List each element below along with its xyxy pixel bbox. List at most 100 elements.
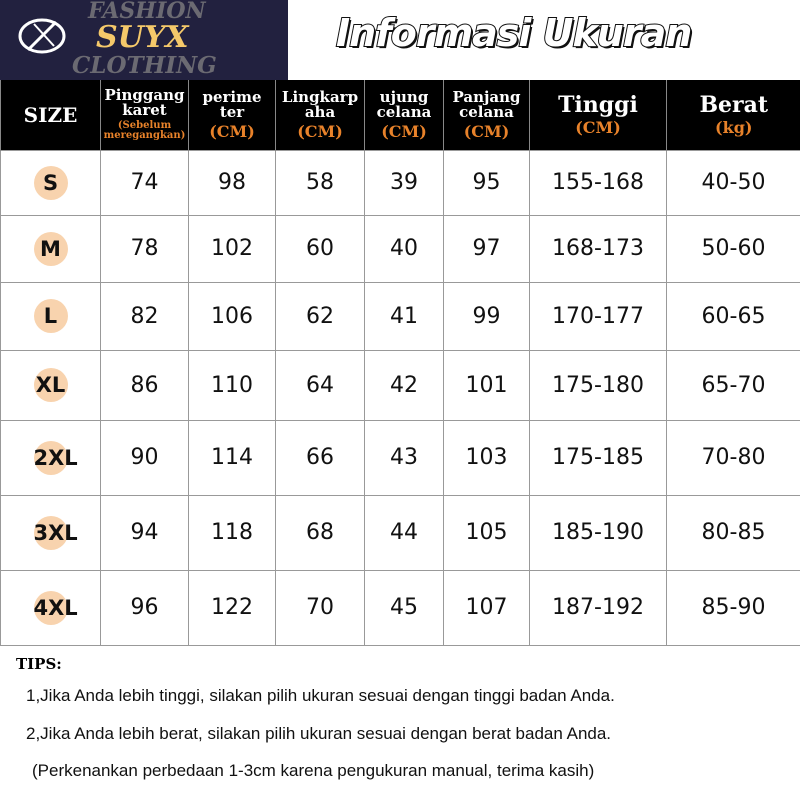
header-unit: (Sebelum meregangkan) [103, 120, 186, 142]
value-cell: 66 [275, 419, 365, 496]
column-header: Berat (kg) [666, 80, 800, 150]
size-cell: S [0, 149, 101, 216]
table-row: S 74 98 58 39 95 155-168 40-50 [0, 149, 800, 216]
value-cell: 86 [100, 349, 189, 421]
header-label: ter [219, 102, 245, 121]
header-unit: (CM) [575, 117, 621, 137]
header-label: Pinggang [104, 86, 185, 105]
value-cell: 85-90 [666, 569, 800, 646]
header-label: perime [202, 87, 262, 106]
value-cell: 40-50 [666, 149, 800, 216]
value-cell: 118 [188, 494, 276, 571]
value-cell: 107 [443, 569, 530, 646]
table-row: M 78 102 60 40 97 168-173 50-60 [0, 214, 800, 283]
header-label: celana [376, 102, 432, 121]
size-cell: 4XL [0, 569, 101, 646]
header-label: celana [459, 102, 514, 121]
value-cell: 80-85 [666, 494, 800, 571]
value-cell: 39 [364, 149, 444, 216]
table-row: L 82 106 62 41 99 170-177 60-65 [0, 281, 800, 351]
value-cell: 44 [364, 494, 444, 571]
value-cell: 64 [275, 349, 365, 421]
value-cell: 82 [100, 281, 189, 351]
value-cell: 70-80 [666, 419, 800, 496]
column-header: ujung celana (CM) [364, 80, 444, 150]
header-row: SIZE Pinggang karet (Sebelum meregangkan) pe… [0, 80, 800, 150]
brand-logo: FASHION SUYX CLOTHING [0, 0, 288, 80]
value-cell: 185-190 [529, 494, 667, 571]
size-badge: M [33, 231, 68, 266]
tip-line: 2,Jika Anda lebih berat, silakan pilih u… [26, 724, 612, 743]
value-cell: 114 [188, 419, 276, 496]
column-header: Pinggang karet (Sebelum meregangkan) [100, 80, 189, 150]
tips-heading: TIPS: [16, 655, 62, 673]
header-label: SIZE [23, 102, 78, 127]
value-cell: 170-177 [529, 281, 667, 351]
value-cell: 90 [100, 419, 189, 496]
logo-brand: SUYX [96, 20, 189, 55]
size-badge: 3XL [33, 515, 78, 550]
column-header: Tinggi (CM) [529, 80, 667, 150]
header-unit: (CM) [381, 121, 427, 141]
value-cell: 187-192 [529, 569, 667, 646]
size-badge: XL [33, 368, 68, 402]
header-label: Tinggi [558, 91, 638, 118]
value-cell: 45 [364, 569, 444, 646]
value-cell: 96 [100, 569, 189, 646]
logo-text-fashion: FASHION [88, 0, 206, 24]
size-badge: L [33, 299, 68, 333]
size-badge: 4XL [33, 590, 78, 625]
size-cell: M [0, 214, 101, 283]
table-row: 4XL 96 122 70 45 107 187-192 85-90 [0, 569, 800, 646]
header-label: Berat [699, 91, 769, 118]
size-cell: 3XL [0, 494, 101, 571]
value-cell: 65-70 [666, 349, 800, 421]
value-cell: 70 [275, 569, 365, 646]
value-cell: 60 [275, 214, 365, 283]
value-cell: 106 [188, 281, 276, 351]
value-cell: 99 [443, 281, 530, 351]
header-label: Lingkarp [281, 87, 359, 106]
value-cell: 105 [443, 494, 530, 571]
value-cell: 78 [100, 214, 189, 283]
value-cell: 168-173 [529, 214, 667, 283]
header-label: ujung [379, 87, 429, 106]
column-header: perime ter (CM) [188, 80, 276, 150]
header-label: karet [122, 101, 167, 120]
value-cell: 42 [364, 349, 444, 421]
page-title: Informasi Ukuran [335, 10, 693, 56]
column-header: Lingkarp aha (CM) [275, 80, 365, 150]
value-cell: 95 [443, 149, 530, 216]
value-cell: 50-60 [666, 214, 800, 283]
value-cell: 60-65 [666, 281, 800, 351]
value-cell: 175-185 [529, 419, 667, 496]
header-unit: (CM) [297, 121, 343, 141]
logo-mark-icon [18, 18, 66, 54]
value-cell: 68 [275, 494, 365, 571]
value-cell: 43 [364, 419, 444, 496]
value-cell: 122 [188, 569, 276, 646]
value-cell: 58 [275, 149, 365, 216]
value-cell: 62 [275, 281, 365, 351]
tip-line: 1,Jika Anda lebih tinggi, silakan pilih … [26, 686, 615, 705]
value-cell: 40 [364, 214, 444, 283]
header-unit: (kg) [715, 117, 753, 137]
header-label: Panjang [452, 87, 521, 106]
size-badge: 2XL [33, 440, 78, 475]
value-cell: 74 [100, 149, 189, 216]
size-cell: 2XL [0, 419, 101, 496]
value-cell: 103 [443, 419, 530, 496]
value-cell: 102 [188, 214, 276, 283]
header-unit: (CM) [209, 121, 255, 141]
table-row: XL 86 110 64 42 101 175-180 65-70 [0, 349, 800, 421]
table-row: 3XL 94 118 68 44 105 185-190 80-85 [0, 494, 800, 571]
value-cell: 110 [188, 349, 276, 421]
table-row: 2XL 90 114 66 43 103 175-185 70-80 [0, 419, 800, 496]
value-cell: 98 [188, 149, 276, 216]
logo-text-clothing: CLOTHING [72, 52, 217, 79]
column-header: Panjang celana (CM) [443, 80, 530, 150]
header-label: aha [304, 102, 336, 121]
header-unit: (CM) [463, 121, 510, 141]
value-cell: 94 [100, 494, 189, 571]
column-header: SIZE [0, 80, 101, 150]
